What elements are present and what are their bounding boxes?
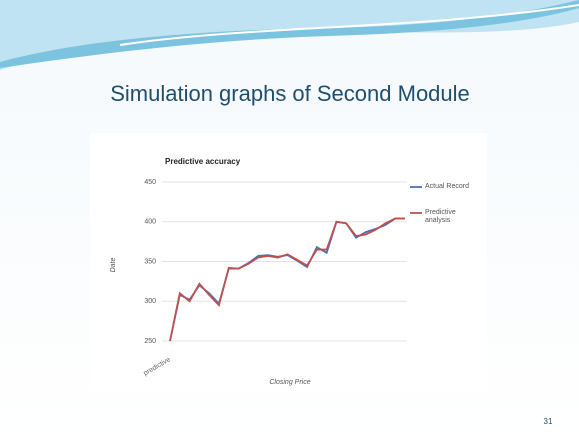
- y-tick-label: 300: [144, 298, 156, 305]
- slide-title: Simulation graphs of Second Module: [110, 81, 470, 106]
- chart-title: Predictive accuracy: [165, 157, 241, 166]
- y-tick-label: 350: [144, 258, 156, 265]
- legend-label: Actual Record: [425, 183, 477, 191]
- x-axis-title: Closing Price: [269, 379, 310, 386]
- page-number: 31: [544, 417, 553, 426]
- y-axis-title: Date: [110, 258, 117, 273]
- slide: Simulation graphs of Second Module Predi…: [0, 0, 579, 436]
- y-tick-label: 400: [144, 219, 156, 226]
- legend-label: Predictive analysis: [425, 209, 477, 225]
- y-tick-label: 450: [144, 179, 156, 186]
- y-tick-label: 250: [144, 338, 156, 345]
- chart: Simulation graphs of Second Module Predi…: [0, 0, 579, 436]
